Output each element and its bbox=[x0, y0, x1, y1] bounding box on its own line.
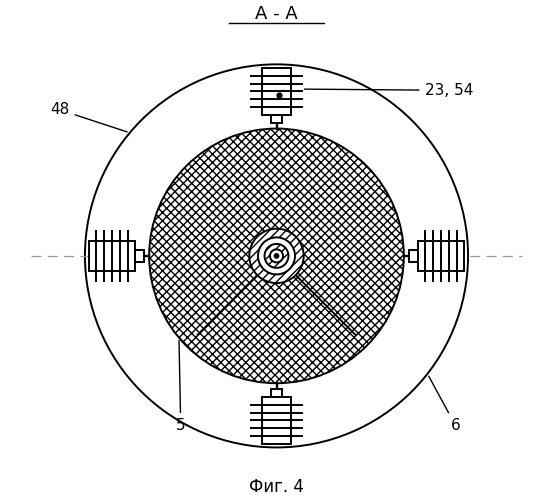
Text: Фиг. 4: Фиг. 4 bbox=[249, 478, 304, 496]
Bar bbox=[88, 241, 135, 270]
Circle shape bbox=[85, 64, 468, 448]
Bar bbox=[270, 115, 283, 123]
Bar bbox=[409, 250, 418, 262]
Bar bbox=[262, 68, 291, 115]
Circle shape bbox=[249, 228, 304, 283]
Text: 48: 48 bbox=[50, 102, 127, 132]
Text: 23, 54: 23, 54 bbox=[304, 83, 473, 98]
Circle shape bbox=[149, 128, 404, 383]
Text: А - А: А - А bbox=[255, 5, 298, 23]
Bar bbox=[135, 250, 144, 262]
Text: 5: 5 bbox=[176, 340, 186, 433]
Bar bbox=[418, 241, 465, 270]
Bar bbox=[270, 388, 283, 397]
Circle shape bbox=[258, 238, 295, 275]
Bar bbox=[262, 397, 291, 444]
Circle shape bbox=[270, 250, 283, 262]
Text: 6: 6 bbox=[429, 376, 461, 433]
Circle shape bbox=[274, 254, 279, 258]
Circle shape bbox=[264, 244, 289, 268]
